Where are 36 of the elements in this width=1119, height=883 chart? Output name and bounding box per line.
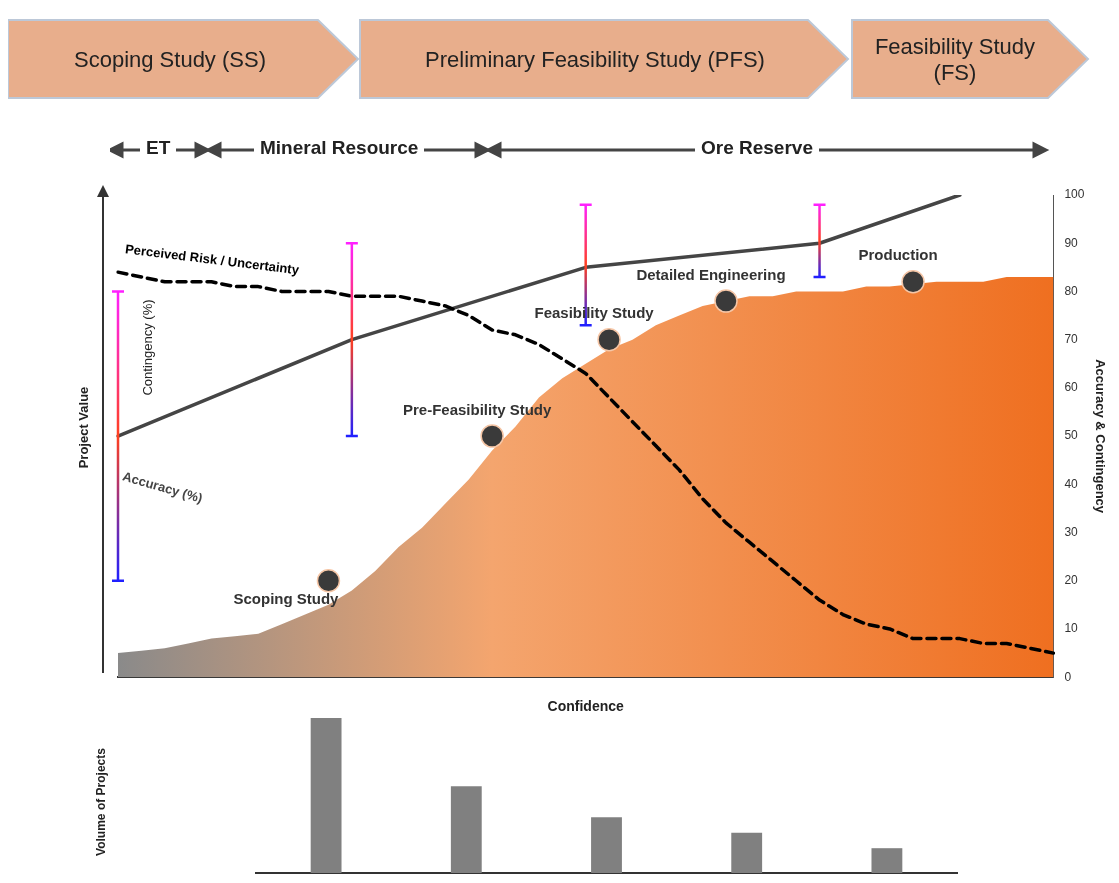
- y-tick-label: 70: [1064, 331, 1079, 346]
- data-label: Detailed Engineering: [636, 265, 786, 283]
- y-axis-title: Accuracy & Contingency: [1092, 359, 1108, 514]
- text: Feasibility Study (FS): [873, 33, 1037, 87]
- y-tick-label: 60: [1064, 380, 1079, 395]
- point: [714, 289, 738, 313]
- y-tick-label: 0: [1064, 669, 1072, 684]
- bar: [731, 832, 763, 873]
- point: [316, 569, 341, 593]
- y-tick-label: 30: [1064, 524, 1079, 539]
- point: [480, 424, 504, 448]
- point: [597, 327, 621, 352]
- data-label: Production: [858, 246, 938, 264]
- y-tick-label: 40: [1064, 476, 1079, 491]
- text: Preliminary Feasibility Study (PFS): [424, 46, 766, 74]
- y-tick-label: 100: [1064, 187, 1085, 202]
- text: Perceived Risk / Uncertainty: [124, 241, 301, 278]
- text: Mineral Resource: [254, 137, 425, 159]
- y-tick-label: 80: [1064, 283, 1079, 298]
- text: ET: [140, 137, 177, 159]
- y-tick-label: 20: [1064, 573, 1079, 588]
- text: Scoping Study (SS): [73, 46, 267, 74]
- bar: [310, 718, 342, 873]
- text: Project Value: [75, 385, 91, 471]
- bar: [450, 786, 482, 873]
- bar: [591, 817, 622, 873]
- y-tick-label: 50: [1064, 428, 1079, 443]
- annotation: Contingency (%): [139, 298, 155, 398]
- y-axis-title: Volume of Projects: [94, 747, 108, 858]
- text: Ore Reserve: [695, 137, 819, 159]
- data-label: Scoping Study: [233, 590, 340, 608]
- x-axis-title: Confidence: [547, 698, 625, 715]
- bar: [871, 848, 903, 873]
- y-tick-label: 90: [1064, 235, 1079, 250]
- y-tick-label: 10: [1064, 621, 1079, 636]
- point: [901, 270, 925, 294]
